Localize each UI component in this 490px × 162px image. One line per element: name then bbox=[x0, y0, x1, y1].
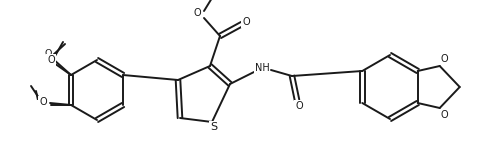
Text: O: O bbox=[38, 100, 46, 110]
Text: O: O bbox=[441, 54, 448, 64]
Text: O: O bbox=[242, 17, 250, 27]
Text: O: O bbox=[47, 55, 55, 65]
Text: O: O bbox=[295, 101, 303, 111]
Text: S: S bbox=[210, 122, 218, 132]
Text: O: O bbox=[44, 50, 52, 58]
Text: O: O bbox=[39, 97, 47, 107]
Text: NH: NH bbox=[255, 63, 270, 73]
Text: O: O bbox=[441, 110, 448, 120]
Text: O: O bbox=[193, 8, 201, 18]
